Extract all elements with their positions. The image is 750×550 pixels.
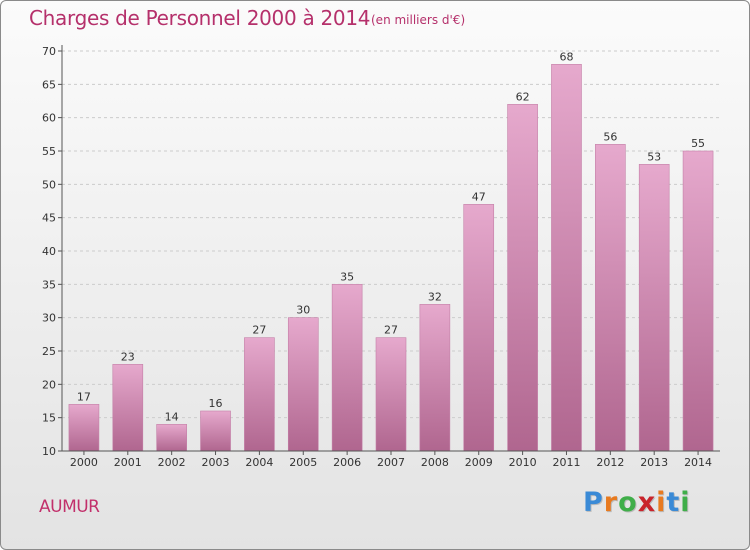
logo-letter: t [666, 487, 681, 518]
bar-value-label: 30 [296, 304, 310, 317]
x-tick-label: 2000 [70, 456, 98, 469]
bar-value-label: 68 [559, 50, 573, 63]
bar [463, 204, 495, 452]
bar [419, 304, 451, 452]
labels: 10 15 20 25 30 35 40 45 50 55 60 65 70 17 2000 23 2001 14… [42, 45, 712, 469]
x-tick-label: 2003 [202, 456, 230, 469]
axes [58, 45, 720, 455]
logo-letter: r [603, 487, 619, 518]
chart-subtitle: (en milliers d'€) [371, 13, 466, 27]
bar-value-label: 62 [516, 90, 530, 103]
y-tick-label: 50 [42, 178, 56, 191]
bar-value-label: 14 [165, 410, 179, 423]
y-tick-label: 30 [42, 312, 56, 325]
bar-value-label: 32 [428, 290, 442, 303]
x-tick-label: 2007 [377, 456, 405, 469]
x-tick-label: 2005 [289, 456, 317, 469]
x-tick-label: 2011 [552, 456, 580, 469]
y-tick-label: 70 [42, 45, 56, 58]
y-tick-label: 60 [42, 112, 56, 125]
x-tick-label: 2014 [684, 456, 712, 469]
x-tick-label: 2012 [596, 456, 624, 469]
bar [638, 164, 670, 452]
bar-value-label: 56 [603, 130, 617, 143]
x-tick-label: 2004 [245, 456, 273, 469]
bar [200, 410, 231, 452]
y-tick-label: 65 [42, 78, 56, 91]
x-tick-label: 2006 [333, 456, 361, 469]
x-tick-label: 2010 [509, 456, 537, 469]
bar-value-label: 27 [252, 324, 266, 337]
x-tick-label: 2001 [114, 456, 142, 469]
bar [156, 424, 187, 452]
logo-letter: x [637, 487, 657, 518]
logo-letter: o [618, 487, 638, 518]
bar [551, 64, 582, 452]
bar [112, 364, 144, 452]
y-tick-label: 25 [42, 345, 56, 358]
bar [682, 150, 714, 452]
bar [595, 144, 626, 452]
bar-value-label: 53 [647, 150, 661, 163]
logo-letter: i [656, 487, 667, 518]
bar [244, 337, 275, 452]
y-tick-label: 40 [42, 245, 56, 258]
location-label: AUMUR [39, 497, 100, 517]
x-tick-label: 2013 [640, 456, 668, 469]
proxiti-logo: Proxiti [583, 487, 691, 518]
y-tick-label: 10 [42, 445, 56, 458]
bar-value-label: 47 [472, 190, 486, 203]
y-tick-label: 55 [42, 145, 56, 158]
bar-value-label: 35 [340, 270, 354, 283]
logo-letter: P [583, 487, 604, 518]
x-tick-label: 2002 [158, 456, 186, 469]
logo-letter: i [680, 487, 691, 518]
bar-value-label: 17 [77, 390, 91, 403]
bar-value-label: 27 [384, 324, 398, 337]
y-tick-label: 15 [42, 412, 56, 425]
bar [68, 404, 100, 452]
bar-value-label: 23 [121, 350, 135, 363]
bar-value-label: 16 [209, 397, 223, 410]
y-tick-label: 20 [42, 378, 56, 391]
bar [375, 337, 407, 452]
bar [331, 284, 363, 452]
bar [507, 104, 538, 452]
x-tick-label: 2008 [421, 456, 449, 469]
x-tick-label: 2009 [465, 456, 493, 469]
bar [287, 317, 319, 452]
y-tick-label: 45 [42, 212, 56, 225]
bar-value-label: 55 [691, 137, 705, 150]
y-tick-label: 35 [42, 278, 56, 291]
bars [68, 64, 714, 452]
chart-title: Charges de Personnel 2000 à 2014 [29, 6, 371, 30]
